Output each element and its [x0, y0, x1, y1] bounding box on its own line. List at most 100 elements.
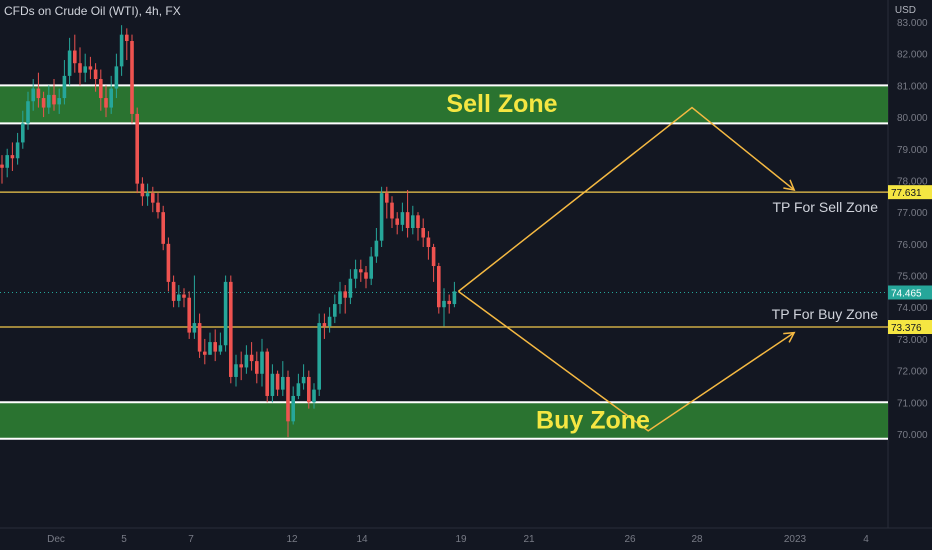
candle-body: [93, 69, 98, 80]
candle-body: [249, 354, 254, 362]
buy-projection-arrowhead: [783, 331, 796, 343]
candle-body: [338, 291, 342, 305]
candle-body: [171, 281, 176, 301]
tp-price-tag-bg: [888, 185, 932, 200]
candle-body: [390, 202, 394, 219]
candle-body: [265, 351, 269, 396]
candle-body: [197, 323, 202, 352]
y-tick-label: 82.000: [897, 50, 928, 61]
candle-body: [156, 202, 160, 213]
candle-body: [281, 376, 285, 390]
candle-body: [270, 373, 275, 396]
candle-body: [109, 88, 113, 108]
candle-body: [442, 300, 446, 308]
candle-body: [21, 123, 25, 143]
x-tick-label: 12: [286, 534, 298, 545]
candle-body: [145, 193, 150, 197]
x-tick-label: 5: [121, 534, 127, 545]
y-tick-label: 83.000: [897, 18, 928, 29]
y-tick-label: 80.000: [897, 113, 928, 124]
candle-body: [0, 164, 4, 168]
candle-body: [213, 342, 217, 352]
candle-body: [275, 373, 280, 390]
candle-body: [15, 142, 20, 159]
y-tick-label: 77.000: [897, 208, 928, 219]
sell-projection-arrowhead: [783, 179, 796, 191]
candle-body: [208, 342, 212, 355]
tp-price-tag: 73.376: [891, 323, 922, 334]
candle-body: [36, 88, 41, 99]
candle-body: [353, 269, 358, 279]
tp-buy-label: TP For Buy Zone: [772, 306, 879, 322]
candle-body: [130, 41, 134, 114]
candle-body: [182, 294, 186, 298]
candle-body: [5, 155, 9, 168]
y-tick-label: 73.000: [897, 335, 928, 346]
x-tick-label: 26: [624, 534, 636, 545]
x-tick-label: 28: [691, 534, 703, 545]
zone-band: [0, 85, 888, 124]
candle-body: [447, 300, 451, 305]
candle-body: [400, 212, 405, 225]
candle-body: [327, 316, 332, 327]
candle-body: [416, 215, 420, 228]
candle-body: [379, 193, 384, 241]
candle-body: [431, 247, 436, 267]
candle-body: [239, 364, 243, 368]
tp-price-tag-bg: [888, 320, 932, 335]
currency-label: USD: [894, 5, 916, 16]
y-tick-label: 76.000: [897, 240, 928, 251]
candle-body: [322, 323, 327, 327]
buy-projection-arrow: [457, 290, 795, 432]
candle-body: [140, 183, 145, 197]
candle-body: [255, 361, 259, 374]
candle-body: [452, 291, 457, 305]
candle-body: [395, 218, 399, 225]
x-tick-label: 2023: [784, 534, 807, 545]
candle-body: [369, 256, 373, 279]
candle-body: [405, 212, 410, 228]
candle-body: [234, 364, 238, 377]
candle-body: [223, 281, 228, 346]
candle-body: [166, 243, 171, 282]
candle-body: [203, 351, 207, 355]
candle-body: [83, 66, 87, 73]
candle-body: [135, 113, 139, 184]
candle-body: [437, 266, 441, 308]
candle-body: [161, 212, 165, 244]
candle-body: [26, 101, 30, 124]
candle-body: [385, 193, 389, 203]
y-tick-label: 71.000: [897, 398, 928, 409]
x-tick-label: Dec: [47, 534, 65, 545]
candle-body: [125, 34, 129, 42]
candle-body: [296, 383, 301, 396]
candle-body: [421, 228, 425, 238]
candle-body: [67, 50, 72, 76]
tp-sell-label: TP For Sell Zone: [772, 199, 878, 215]
candle-body: [411, 215, 415, 228]
candle-body: [99, 79, 103, 99]
candle-body: [244, 354, 249, 368]
y-tick-label: 79.000: [897, 145, 928, 156]
candle-body: [348, 278, 353, 298]
candle-body: [364, 272, 368, 279]
x-tick-label: 19: [455, 534, 467, 545]
y-tick-label: 81.000: [897, 81, 928, 92]
candle-body: [317, 323, 321, 390]
x-tick-label: 7: [188, 534, 194, 545]
last-price-tag: 74.465: [891, 288, 922, 299]
y-tick-label: 75.000: [897, 272, 928, 283]
candle-body: [41, 98, 46, 108]
candle-body: [291, 395, 295, 422]
candle-body: [177, 294, 181, 301]
candle-body: [114, 66, 119, 89]
candle-body: [192, 323, 197, 333]
candle-body: [260, 351, 264, 374]
candle-body: [426, 237, 431, 248]
x-tick-label: 21: [523, 534, 535, 545]
x-tick-label: 4: [863, 534, 869, 545]
candle-body: [88, 66, 93, 70]
x-tick-label: 14: [356, 534, 368, 545]
